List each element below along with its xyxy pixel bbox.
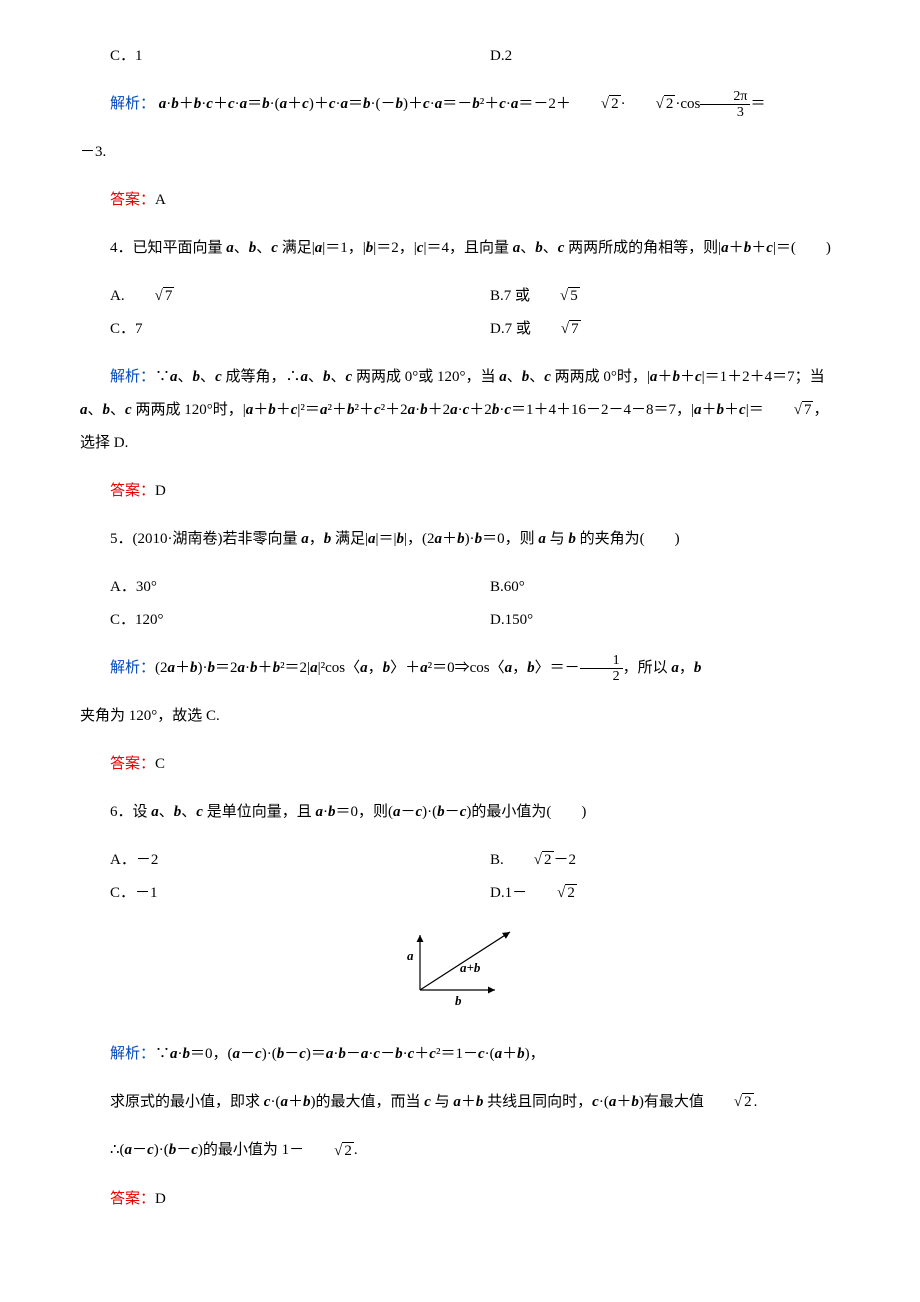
- q3-frac-num: 2π: [700, 89, 750, 105]
- q5-answer: C: [155, 756, 165, 772]
- q3-options-cd: C．1 D.2: [80, 40, 840, 73]
- svg-text:a: a: [407, 948, 414, 963]
- q4-answer-line: 答案：D: [80, 475, 840, 508]
- svg-text:b: b: [455, 993, 462, 1008]
- q6-opt-b: B.2－2: [460, 844, 840, 877]
- q5-options-cd: C．120° D.150°: [80, 604, 840, 637]
- q4-stem: 4．已知平面向量 a、b、c 满足|a|＝1，|b|＝2，|c|＝4，且向量 a…: [80, 232, 840, 265]
- q5-answer-line: 答案：C: [80, 748, 840, 781]
- q3-answer: A: [155, 192, 166, 208]
- answer-label: 答案：: [110, 192, 155, 208]
- svg-text:a+b: a+b: [460, 960, 481, 975]
- analysis-label: 解析：: [110, 96, 155, 112]
- q4-opt-c: C．7: [80, 313, 460, 346]
- q6-analysis-3: ∴(a－c)·(b－c)的最小值为 1－2.: [80, 1134, 840, 1167]
- q6-stem: 6．设 a、b、c 是单位向量，且 a·b＝0，则(a－c)·(b－c)的最小值…: [80, 796, 840, 829]
- q3-opt-d: D.2: [460, 40, 840, 73]
- q6-opt-d: D.1－2: [460, 877, 840, 910]
- q6-diagram: a b a+b: [80, 920, 840, 1023]
- q6-opt-a: A．－2: [80, 844, 460, 877]
- q6-analysis: 解析：∵a·b＝0，(a－c)·(b－c)＝a·b－a·c－b·c＋c²＝1－c…: [80, 1038, 840, 1071]
- q5-opt-b: B.60°: [460, 571, 840, 604]
- q3-result: －3.: [80, 136, 840, 169]
- q4-opt-b: B.7 或5: [460, 280, 840, 313]
- q3-analysis-text: ＝－2＋: [518, 96, 571, 112]
- q4-stem-prefix: 4．已知平面向量: [110, 240, 226, 256]
- q5-opt-a: A．30°: [80, 571, 460, 604]
- q3-analysis: 解析： a·b＋b·c＋c·a＝b·(a＋c)＋c·a＝b·(－b)＋c·a＝－…: [80, 88, 840, 121]
- q6-options-cd: C．－1 D.1－2: [80, 877, 840, 910]
- q4-t5: 两两所成的角相等，则|: [564, 240, 721, 256]
- q4-options-cd: C．7 D.7 或7: [80, 313, 840, 346]
- q5-options-ab: A．30° B.60°: [80, 571, 840, 604]
- q4-analysis: 解析：∵a、b、c 成等角，∴a、b、c 两两成 0°或 120°，当 a、b、…: [80, 361, 840, 460]
- q4-t2: |＝1，|: [322, 240, 366, 256]
- q6-answer: D: [155, 1191, 166, 1207]
- q6-opt-c: C．－1: [80, 877, 460, 910]
- q6-analysis-2: 求原式的最小值，即求 c·(a＋b)的最大值，而当 c 与 a＋b 共线且同向时…: [80, 1086, 840, 1119]
- answer-label: 答案：: [110, 756, 155, 772]
- q4-t4: |＝4，且向量: [423, 240, 512, 256]
- q3-answer-line: 答案：A: [80, 184, 840, 217]
- answer-label: 答案：: [110, 1191, 155, 1207]
- q4-options-ab: A.7 B.7 或5: [80, 280, 840, 313]
- q3-opt-c: C．1: [80, 40, 460, 73]
- q4-t1: 满足|: [278, 240, 315, 256]
- q5-opt-c: C．120°: [80, 604, 460, 637]
- q6-options-ab: A．－2 B.2－2: [80, 844, 840, 877]
- q4-t6: |＝( ): [773, 240, 831, 256]
- q4-opt-a: A.7: [80, 280, 460, 313]
- q5-analysis-2: 夹角为 120°，故选 C.: [80, 700, 840, 733]
- answer-label: 答案：: [110, 483, 155, 499]
- vector-diagram-icon: a b a+b: [380, 920, 540, 1010]
- q4-t3: |＝2，|: [373, 240, 417, 256]
- q4-opt-d: D.7 或7: [460, 313, 840, 346]
- analysis-label: 解析：: [110, 1046, 155, 1062]
- q5-analysis: 解析：(2a＋b)·b＝2a·b＋b²＝2|a|²cos〈a，b〉＋a²＝0⇒c…: [80, 652, 840, 685]
- q4-answer: D: [155, 483, 166, 499]
- q6-answer-line: 答案：D: [80, 1183, 840, 1216]
- q5-opt-d: D.150°: [460, 604, 840, 637]
- analysis-label: 解析：: [110, 369, 155, 385]
- q5-stem: 5．(2010·湖南卷)若非零向量 a，b 满足|a|＝|b|，(2a＋b)·b…: [80, 523, 840, 556]
- q3-frac-den: 3: [700, 105, 750, 120]
- analysis-label: 解析：: [110, 660, 155, 676]
